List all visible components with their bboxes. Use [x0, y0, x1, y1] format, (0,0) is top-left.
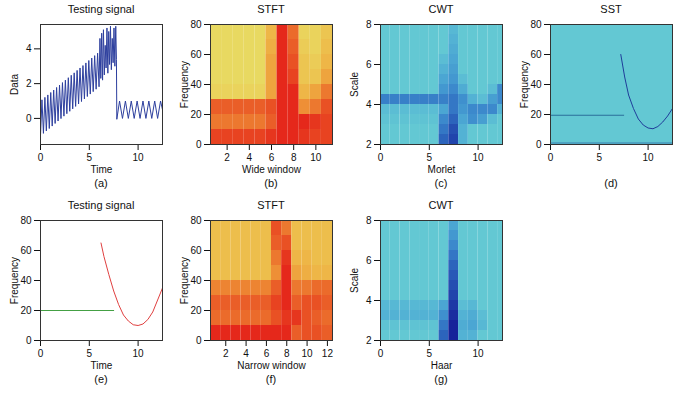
svg-text:2: 2 — [224, 152, 230, 163]
svg-text:2: 2 — [366, 139, 372, 150]
svg-text:Scale: Scale — [349, 268, 360, 293]
svg-text:Morlet: Morlet — [428, 164, 456, 175]
svg-text:10: 10 — [133, 152, 145, 163]
svg-text:0: 0 — [26, 113, 32, 124]
svg-text:80: 80 — [20, 215, 32, 226]
html-text:STFT: STFT — [257, 3, 285, 15]
html-text:(b): (b) — [264, 177, 278, 189]
html-text:CWT: CWT — [428, 3, 454, 15]
svg-text:20: 20 — [530, 109, 542, 120]
svg-text:0: 0 — [26, 335, 32, 346]
svg-text:Wide window: Wide window — [242, 164, 302, 175]
svg-text:Time: Time — [91, 360, 113, 371]
svg-text:6: 6 — [264, 348, 270, 359]
svg-text:5: 5 — [427, 348, 433, 359]
svg-text:4: 4 — [366, 99, 372, 110]
svg-text:40: 40 — [190, 275, 202, 286]
html-text:CWT: CWT — [428, 199, 454, 211]
svg-text:12: 12 — [322, 348, 334, 359]
html-text:(f): (f) — [265, 373, 277, 385]
html-text:(d): (d) — [604, 177, 618, 189]
svg-text:Haar: Haar — [431, 360, 453, 371]
svg-text:20: 20 — [190, 305, 202, 316]
svg-text:8: 8 — [284, 348, 290, 359]
html-text:(a): (a) — [94, 177, 108, 189]
svg-text:4: 4 — [243, 348, 249, 359]
svg-text:2: 2 — [366, 335, 372, 346]
svg-text:60: 60 — [20, 245, 32, 256]
svg-text:0: 0 — [38, 348, 44, 359]
svg-text:6: 6 — [366, 59, 372, 70]
svg-text:8: 8 — [291, 152, 297, 163]
html-text:(e): (e) — [94, 373, 108, 385]
svg-text:60: 60 — [530, 49, 542, 60]
svg-text:4: 4 — [26, 43, 32, 54]
svg-text:0: 0 — [378, 152, 384, 163]
svg-text:0: 0 — [536, 139, 542, 150]
svg-text:2: 2 — [26, 78, 32, 89]
svg-text:5: 5 — [427, 152, 433, 163]
svg-text:Frequency: Frequency — [9, 257, 20, 304]
svg-text:5: 5 — [597, 152, 603, 163]
svg-text:10: 10 — [473, 152, 485, 163]
svg-text:10: 10 — [133, 348, 145, 359]
svg-text:0: 0 — [548, 152, 554, 163]
svg-text:5: 5 — [87, 348, 93, 359]
svg-text:4: 4 — [366, 295, 372, 306]
svg-text:20: 20 — [190, 109, 202, 120]
html-text:(c): (c) — [434, 177, 448, 189]
svg-text:Data: Data — [9, 74, 20, 96]
svg-text:80: 80 — [190, 215, 202, 226]
svg-text:Frequency: Frequency — [179, 257, 190, 304]
html-text:Testing signal: Testing signal — [67, 199, 135, 211]
svg-text:5: 5 — [87, 152, 93, 163]
svg-text:8: 8 — [366, 215, 372, 226]
svg-text:Frequency: Frequency — [519, 61, 530, 108]
svg-text:10: 10 — [302, 348, 314, 359]
html-text:SST: SST — [600, 3, 622, 15]
svg-text:10: 10 — [643, 152, 655, 163]
svg-text:80: 80 — [530, 19, 542, 30]
svg-text:0: 0 — [38, 152, 44, 163]
svg-text:60: 60 — [190, 245, 202, 256]
svg-text:40: 40 — [20, 275, 32, 286]
svg-text:0: 0 — [196, 335, 202, 346]
svg-text:Frequency: Frequency — [179, 61, 190, 108]
svg-text:6: 6 — [366, 255, 372, 266]
svg-text:0: 0 — [196, 139, 202, 150]
svg-text:4: 4 — [247, 152, 253, 163]
svg-text:0: 0 — [378, 348, 384, 359]
html-text:Testing signal: Testing signal — [67, 3, 135, 15]
svg-text:20: 20 — [20, 305, 32, 316]
svg-text:10: 10 — [473, 348, 485, 359]
svg-text:8: 8 — [366, 19, 372, 30]
svg-text:80: 80 — [190, 19, 202, 30]
svg-text:40: 40 — [190, 79, 202, 90]
html-text:STFT: STFT — [257, 199, 285, 211]
html-text:(g): (g) — [434, 373, 448, 385]
svg-text:Time: Time — [91, 164, 113, 175]
svg-text:6: 6 — [269, 152, 275, 163]
svg-text:10: 10 — [310, 152, 322, 163]
svg-text:Narrow window: Narrow window — [237, 360, 306, 371]
svg-text:40: 40 — [530, 79, 542, 90]
svg-text:Scale: Scale — [349, 72, 360, 97]
svg-text:60: 60 — [190, 49, 202, 60]
svg-text:2: 2 — [223, 348, 229, 359]
